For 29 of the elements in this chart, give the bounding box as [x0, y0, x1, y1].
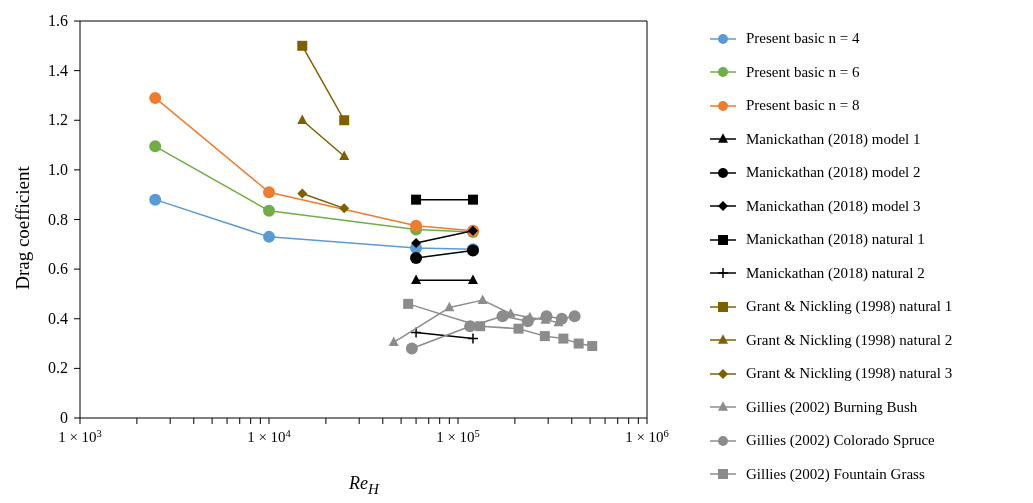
legend-label: Gillies (2002) Burning Bush — [746, 398, 918, 416]
x-tick-label: 1 × 10$^{5}$ — [436, 427, 480, 445]
x-tick-label: 1 × 10$^{3}$ — [58, 427, 102, 445]
legend-label: Manickathan (2018) natural 1 — [746, 231, 925, 249]
legend-label: Manickathan (2018) natural 2 — [746, 264, 925, 282]
y-tick-label: 1.4 — [48, 61, 68, 79]
x-tick-label: 1 × 10$^{4}$ — [247, 427, 292, 445]
y-tick-label: 0.4 — [48, 309, 68, 327]
legend-label: Present basic n = 6 — [746, 63, 860, 81]
y-tick-label: 1.6 — [48, 12, 68, 29]
x-axis-title: Re$_{H}$ — [348, 473, 381, 498]
y-tick-label: 1.0 — [48, 160, 68, 178]
legend-label: Grant & Nickling (1998) natural 1 — [746, 298, 953, 316]
legend-label: Grant & Nickling (1998) natural 3 — [746, 365, 953, 383]
legend-label: Present basic n = 8 — [746, 97, 860, 115]
legend-label: Gillies (2002) Fountain Grass — [746, 465, 925, 483]
y-tick-label: 0 — [60, 409, 68, 426]
y-tick-label: 0.6 — [48, 260, 68, 278]
legend-label: Present basic n = 4 — [746, 30, 860, 48]
legend-label: Manickathan (2018) model 1 — [746, 130, 921, 148]
legend-label: Manickathan (2018) model 2 — [746, 164, 921, 182]
x-tick-label: 1 × 10$^{6}$ — [625, 427, 669, 445]
y-tick-label: 0.8 — [48, 210, 68, 228]
legend-label: Grant & Nickling (1998) natural 2 — [746, 331, 953, 349]
y-axis-title: Drag coefficient — [12, 166, 34, 290]
y-tick-label: 0.2 — [48, 359, 68, 377]
legend-label: Manickathan (2018) model 3 — [746, 197, 921, 215]
legend-label: Gillies (2002) Colorado Spruce — [746, 432, 935, 450]
y-tick-label: 1.2 — [48, 111, 68, 129]
